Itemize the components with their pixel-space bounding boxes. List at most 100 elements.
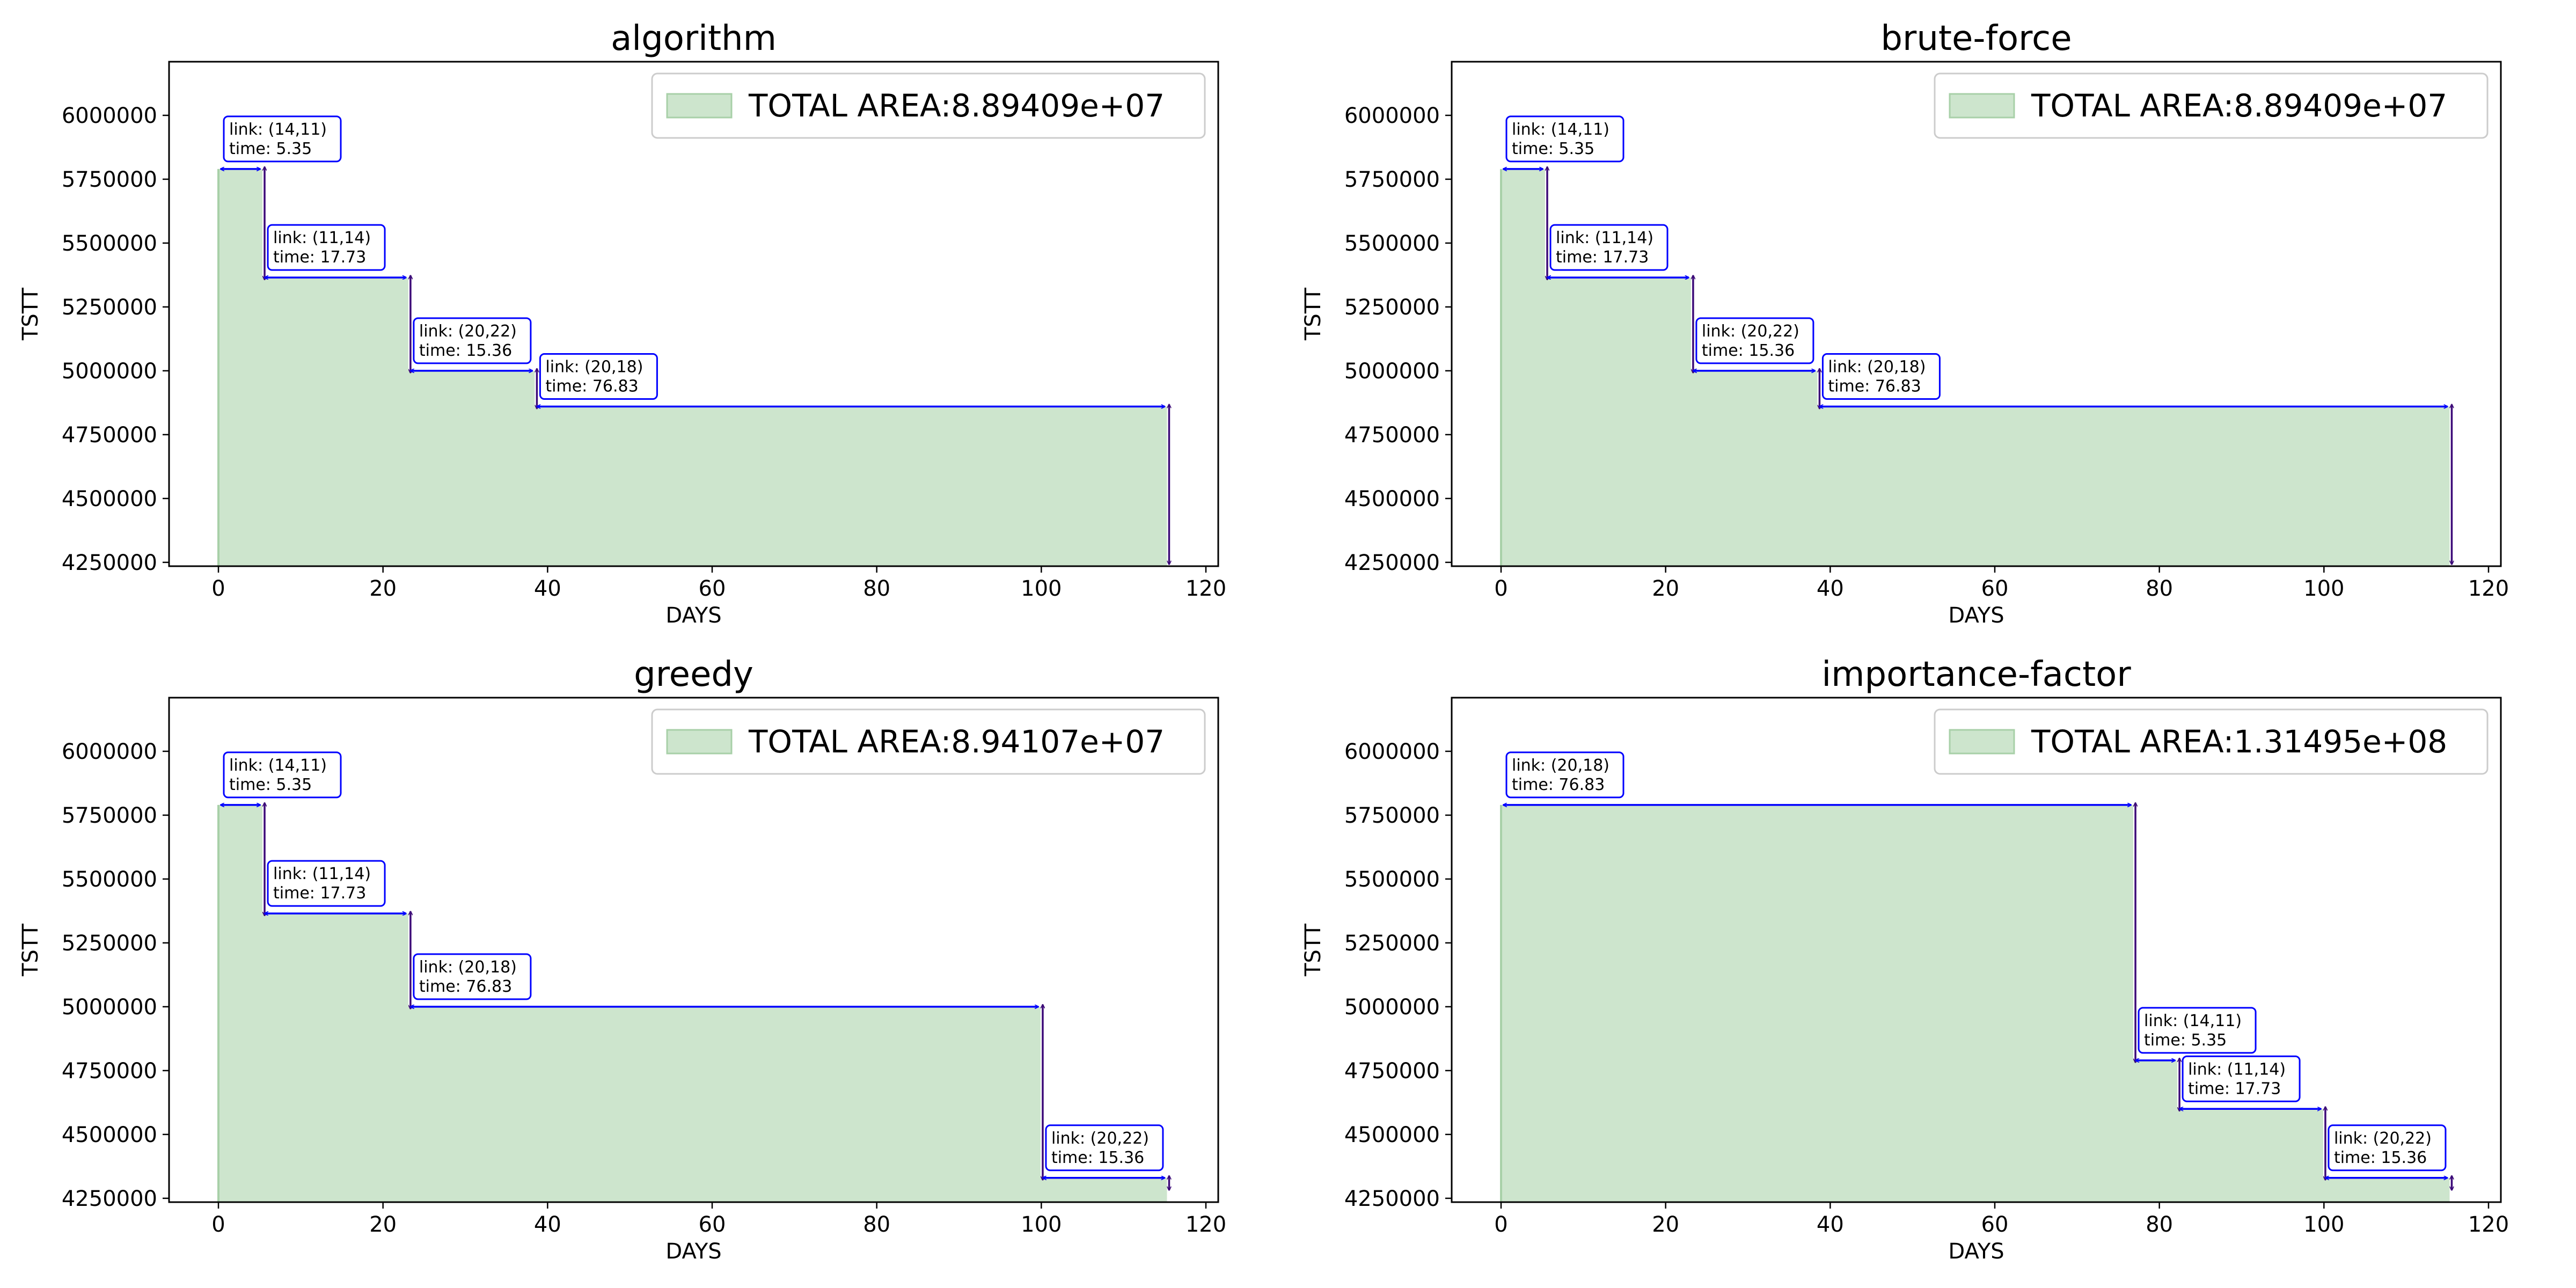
area-fill — [218, 169, 1167, 566]
y-tick-label: 4750000 — [62, 423, 157, 448]
annotation-time: time: 5.35 — [229, 140, 312, 158]
annotation-box — [413, 317, 532, 364]
legend-box — [651, 72, 1206, 139]
annotation-time: time: 15.36 — [2334, 1148, 2427, 1167]
annotation-box — [1505, 115, 1624, 163]
legend-swatch — [1949, 729, 2015, 755]
subplot-title: importance-factor — [1821, 655, 2131, 694]
annotation-box — [2138, 1007, 2257, 1054]
annotation-box — [1045, 1124, 1164, 1172]
annotation-link: link: (20,22) — [2334, 1129, 2432, 1148]
annotation-link: link: (14,11) — [229, 756, 327, 775]
x-tick-label: 80 — [863, 1212, 890, 1237]
x-tick-label: 40 — [534, 1212, 561, 1237]
subplot-title: greedy — [634, 655, 753, 694]
legend-box — [1934, 708, 2489, 775]
y-tick-label: 5000000 — [1344, 995, 1440, 1020]
x-tick-label: 0 — [211, 1212, 225, 1237]
x-tick-label: 120 — [2468, 576, 2509, 601]
axes-frame — [1451, 61, 2502, 567]
annotation-link: link: (11,14) — [273, 229, 371, 247]
annotation-box — [1695, 317, 1814, 364]
x-axis-label: DAYS — [1948, 603, 2004, 628]
x-tick-label: 120 — [1185, 1212, 1226, 1237]
annotation-time: time: 76.83 — [1828, 377, 1921, 396]
legend: TOTAL AREA:1.31495e+08 — [1934, 708, 2489, 775]
y-tick-label: 5500000 — [62, 867, 157, 892]
legend: TOTAL AREA:8.89409e+07 — [651, 72, 1206, 139]
y-tick-label: 5750000 — [62, 167, 157, 192]
annotation-time: time: 17.73 — [273, 884, 366, 903]
annotation-time: time: 76.83 — [545, 377, 638, 396]
x-tick-label: 60 — [1981, 1212, 2009, 1237]
y-axis-label: TSTT — [1301, 923, 1326, 977]
x-tick-label: 120 — [2468, 1212, 2509, 1237]
y-tick-label: 5500000 — [1344, 867, 1440, 892]
y-tick-label: 6000000 — [1344, 740, 1440, 764]
annotation-time: time: 15.36 — [1702, 341, 1795, 360]
x-tick-label: 40 — [534, 576, 561, 601]
axes-frame — [168, 697, 1219, 1203]
annotation-link: link: (20,18) — [545, 358, 643, 377]
annotation-time: time: 5.35 — [2144, 1031, 2227, 1050]
x-axis-label: DAYS — [665, 1239, 721, 1264]
y-axis-label: TSTT — [18, 287, 43, 341]
annotation-box — [539, 353, 658, 400]
annotation-link: link: (20,22) — [419, 322, 517, 341]
annotation-box — [267, 224, 386, 271]
y-tick-label: 6000000 — [1344, 104, 1440, 128]
x-tick-label: 20 — [1652, 576, 1679, 601]
annotation-box — [2328, 1124, 2447, 1172]
legend-swatch — [1949, 93, 2015, 119]
y-axis-label: TSTT — [18, 923, 43, 977]
annotation-time: time: 76.83 — [1512, 775, 1605, 794]
annotation-time: time: 17.73 — [2188, 1079, 2281, 1098]
y-tick-label: 5500000 — [1344, 231, 1440, 256]
annotation-box — [1505, 751, 1624, 799]
legend-label: TOTAL AREA:8.94107e+07 — [748, 723, 1165, 760]
subplot-title: brute-force — [1880, 19, 2072, 58]
annotation-link: link: (20,18) — [1512, 756, 1609, 775]
y-tick-label: 5000000 — [62, 359, 157, 384]
y-tick-label: 5750000 — [1344, 167, 1440, 192]
x-tick-label: 20 — [1652, 1212, 1679, 1237]
legend-box — [1934, 72, 2489, 139]
y-axis-label: TSTT — [1301, 287, 1326, 341]
annotation-box — [2182, 1055, 2301, 1102]
annotation-time: time: 15.36 — [419, 341, 512, 360]
x-tick-label: 120 — [1185, 576, 1226, 601]
x-tick-label: 60 — [699, 1212, 726, 1237]
legend: TOTAL AREA:8.94107e+07 — [651, 708, 1206, 775]
legend: TOTAL AREA:8.89409e+07 — [1934, 72, 2489, 139]
subplot-title: algorithm — [611, 19, 777, 58]
x-axis-label: DAYS — [665, 603, 721, 628]
axes-frame — [168, 61, 1219, 567]
x-tick-label: 80 — [2146, 1212, 2173, 1237]
x-tick-label: 80 — [2146, 576, 2173, 601]
x-tick-label: 100 — [2303, 1212, 2344, 1237]
y-tick-label: 4250000 — [62, 1187, 157, 1211]
annotation-link: link: (20,22) — [1702, 322, 1799, 341]
legend-label: TOTAL AREA:8.89409e+07 — [2031, 87, 2447, 124]
legend-swatch — [666, 93, 733, 119]
subplot-algorithm: link: (14,11)time: 5.35 link: (11,14) time… — [18, 19, 1226, 628]
y-tick-label: 4750000 — [1344, 1059, 1440, 1084]
annotation-box — [413, 953, 532, 1000]
annotation-box — [223, 751, 342, 799]
annotation-time: time: 17.73 — [1556, 248, 1649, 267]
x-tick-label: 40 — [1817, 576, 1844, 601]
annotation-link: link: (11,14) — [2188, 1060, 2286, 1079]
x-tick-label: 100 — [1021, 576, 1062, 601]
x-tick-label: 100 — [1021, 1212, 1062, 1237]
y-tick-label: 5500000 — [62, 231, 157, 256]
y-tick-label: 4500000 — [1344, 487, 1440, 511]
y-tick-label: 4750000 — [62, 1059, 157, 1084]
annotation-time: time: 5.35 — [1512, 140, 1594, 158]
annotation-link: link: (14,11) — [229, 120, 327, 139]
y-tick-label: 6000000 — [62, 740, 157, 764]
x-tick-label: 0 — [1494, 1212, 1507, 1237]
annotation-box — [1821, 353, 1941, 400]
x-tick-label: 80 — [863, 576, 890, 601]
